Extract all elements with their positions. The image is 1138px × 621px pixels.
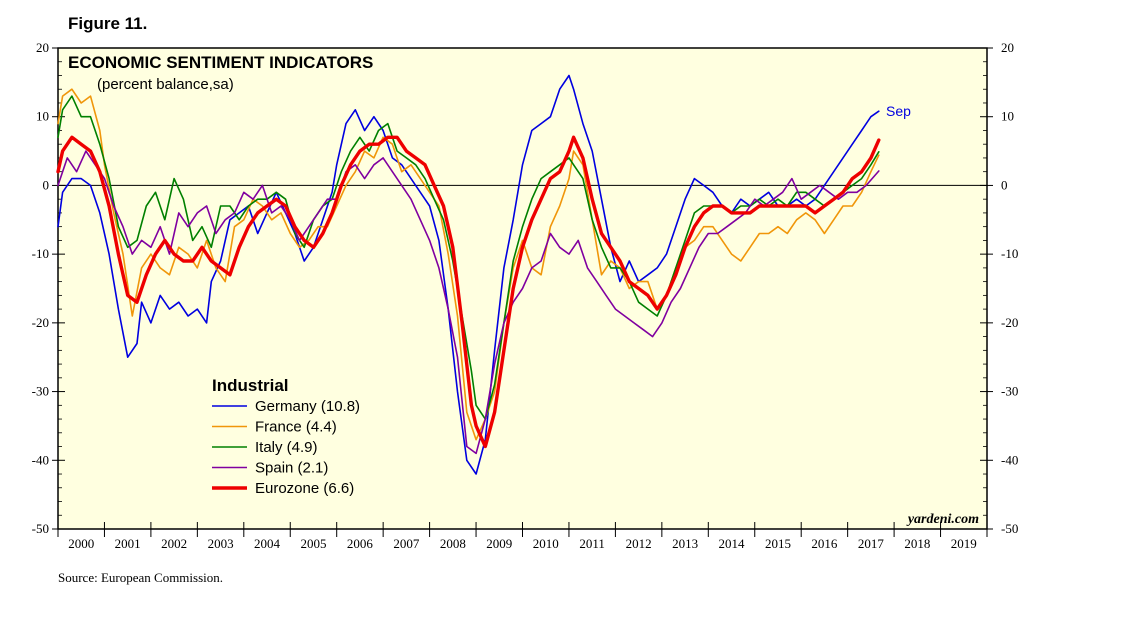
y-tick-label-right: -30: [1001, 384, 1018, 399]
y-tick-label-left: 20: [36, 40, 49, 55]
x-tick-label: 2010: [533, 536, 559, 551]
series-lines: [56, 74, 881, 475]
legend-label-italy: Italy (4.9): [255, 439, 318, 456]
x-tick-label: 2016: [811, 536, 838, 551]
legend-label-france: France (4.4): [255, 419, 337, 436]
y-tick-label-left: -50: [32, 521, 49, 536]
x-tick-label: 2015: [765, 536, 791, 551]
x-tick-label: 2005: [300, 536, 326, 551]
watermark: yardeni.com: [906, 512, 979, 527]
y-tick-label-right: -50: [1001, 521, 1018, 536]
chart-title: ECONOMIC SENTIMENT INDICATORS: [68, 53, 373, 72]
x-tick-label: 2018: [904, 536, 930, 551]
series-line-germany: [57, 74, 880, 475]
y-tick-label-right: -40: [1001, 452, 1018, 467]
x-tick-label: 2009: [486, 536, 512, 551]
x-tick-label: 2000: [68, 536, 94, 551]
x-tick-label: 2017: [858, 536, 885, 551]
x-tick-label: 2002: [161, 536, 187, 551]
x-tick-label: 2006: [347, 536, 374, 551]
legend-title: Industrial: [212, 376, 289, 395]
axis-ticks: 20 2010 100 0-10 -10-20 -20-30 -30-40 -40-50 -50…: [32, 40, 1019, 551]
y-tick-label-left: -20: [32, 315, 49, 330]
series-line-italy: [57, 95, 880, 420]
x-tick-label: 2012: [626, 536, 652, 551]
chart-subtitle: (percent balance,sa): [97, 76, 234, 93]
y-tick-label-left: -40: [32, 452, 49, 467]
x-tick-label: 2008: [440, 536, 466, 551]
legend: Industrial Germany (10.8) France (4.4) Ita…: [212, 376, 360, 497]
x-tick-label: 2011: [579, 536, 605, 551]
figure-label: Figure 11.: [68, 14, 148, 33]
x-tick-label: 2007: [393, 536, 420, 551]
x-tick-label: 2013: [672, 536, 698, 551]
end-label: Sep: [886, 103, 911, 119]
y-tick-label-right: 10: [1001, 109, 1014, 124]
y-tick-label-right: -10: [1001, 246, 1018, 261]
y-tick-label-left: -30: [32, 384, 49, 399]
source-note: Source: European Commission.: [58, 570, 224, 585]
y-tick-label-left: -10: [32, 246, 49, 261]
series-line-france: [57, 88, 880, 441]
x-tick-label: 2004: [254, 536, 281, 551]
x-tick-label: 2001: [115, 536, 141, 551]
series-line-spain: [57, 150, 880, 455]
y-tick-label-right: 20: [1001, 40, 1014, 55]
y-tick-label-left: 10: [36, 109, 49, 124]
legend-label-eurozone: Eurozone (6.6): [255, 480, 354, 497]
y-tick-label-right: 0: [1001, 177, 1008, 192]
x-tick-label: 2019: [951, 536, 977, 551]
x-tick-label: 2003: [208, 536, 234, 551]
series-line-eurozone: [56, 135, 881, 449]
y-tick-label-right: -20: [1001, 315, 1018, 330]
legend-label-spain: Spain (2.1): [255, 460, 328, 477]
y-tick-label-left: 0: [43, 177, 50, 192]
legend-items: Germany (10.8) France (4.4) Italy (4.9) Spa…: [212, 398, 360, 497]
legend-label-germany: Germany (10.8): [255, 398, 360, 415]
x-tick-label: 2014: [719, 536, 746, 551]
